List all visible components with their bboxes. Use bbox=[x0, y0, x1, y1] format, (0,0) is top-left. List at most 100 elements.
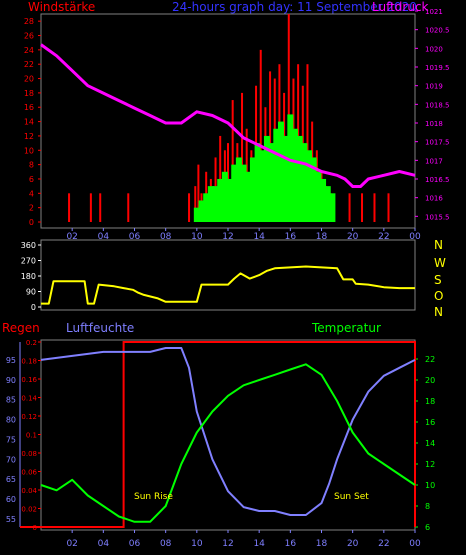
wind-avg-bar bbox=[277, 121, 284, 222]
pressure-y-tick-label: 1020.5 bbox=[425, 27, 450, 35]
wind-x-tick-label: 22 bbox=[378, 232, 389, 242]
wind-avg-bar bbox=[306, 150, 313, 222]
wind-panel: 02468101214161820222426281015.510161016.… bbox=[24, 8, 450, 242]
humidity-line bbox=[40, 347, 416, 516]
wind-max-bar bbox=[99, 193, 102, 222]
climate-x-tick-label: 12 bbox=[222, 539, 233, 549]
climate-x-tick-label: 18 bbox=[316, 539, 328, 549]
wind-y-tick-label: 28 bbox=[24, 17, 34, 26]
wind-max-bar bbox=[306, 64, 309, 222]
compass-o: O bbox=[434, 289, 444, 303]
wind-avg-bar bbox=[292, 128, 299, 222]
wind-avg-bar bbox=[324, 186, 331, 222]
climate-x-tick-label: 10 bbox=[191, 539, 203, 549]
wind-y-tick-label: 6 bbox=[29, 175, 34, 184]
humidity-y-tick-label: 60 bbox=[6, 495, 16, 504]
wind-max-bar bbox=[361, 193, 364, 222]
wind-y-tick-label: 22 bbox=[24, 60, 34, 69]
wind-y-tick-label: 24 bbox=[24, 46, 34, 55]
wind-avg-bar bbox=[231, 164, 238, 222]
direction-line bbox=[41, 265, 415, 305]
humidity-y-tick-label: 90 bbox=[6, 376, 16, 385]
pressure-y-tick-label: 1018.5 bbox=[425, 101, 450, 109]
wind-avg-bar bbox=[268, 143, 275, 222]
wind-y-tick-label: 12 bbox=[24, 132, 34, 141]
compass-w: W bbox=[434, 256, 446, 270]
wind-avg-bar bbox=[193, 207, 200, 222]
wind-max-bar bbox=[89, 193, 92, 222]
wind-avg-bar bbox=[212, 186, 219, 222]
wind-avg-bar bbox=[203, 193, 210, 222]
direction-y-tick-label: 360 bbox=[21, 241, 36, 250]
rain-y-tick-label: 0.04 bbox=[21, 487, 37, 495]
wind-max-bar bbox=[127, 193, 130, 222]
direction-panel: 0 90 180 270 360 bbox=[21, 241, 415, 312]
pressure-line bbox=[40, 43, 416, 188]
direction-y-tick-label: 90 bbox=[26, 288, 36, 297]
sunrise-label: Sun Rise bbox=[134, 492, 173, 502]
wind-x-tick-label: 14 bbox=[253, 232, 265, 242]
climate-panel: 55606570758085909500.020.040.060.080.10.… bbox=[6, 339, 435, 549]
wind-avg-bar bbox=[259, 150, 266, 222]
temperature-y-tick-label: 20 bbox=[425, 376, 435, 385]
rain-line bbox=[20, 341, 416, 528]
wind-x-tick-label: 08 bbox=[160, 232, 172, 242]
direction-y-tick-label: 270 bbox=[21, 257, 36, 266]
wind-max-bar bbox=[259, 49, 262, 223]
rain-y-tick-label: 0.12 bbox=[21, 413, 37, 421]
wind-max-bar bbox=[387, 193, 390, 222]
temperature-y-tick-label: 10 bbox=[425, 481, 435, 490]
wind-max-bar bbox=[241, 92, 244, 223]
humidity-y-tick-label: 95 bbox=[6, 356, 16, 365]
wind-max-bar bbox=[188, 193, 191, 222]
rain-y-tick-label: 0.2 bbox=[26, 339, 37, 347]
wind-y-tick-label: 16 bbox=[24, 103, 34, 112]
climate-x-tick-label: 00 bbox=[409, 539, 421, 549]
pressure-y-tick-label: 1019 bbox=[425, 83, 443, 91]
wind-avg-bar bbox=[296, 135, 303, 222]
wind-avg-bar bbox=[221, 171, 228, 222]
climate-x-tick-label: 08 bbox=[160, 539, 172, 549]
wind-y-tick-label: 2 bbox=[29, 204, 34, 213]
wind-x-tick-label: 00 bbox=[409, 232, 421, 242]
wind-y-tick-label: 10 bbox=[24, 146, 34, 155]
rain-y-tick-label: 0.06 bbox=[21, 469, 37, 477]
wind-x-tick-label: 04 bbox=[98, 232, 110, 242]
climate-x-tick-label: 04 bbox=[98, 539, 110, 549]
wind-x-tick-label: 20 bbox=[347, 232, 359, 242]
pressure-y-tick-label: 1021 bbox=[425, 8, 443, 16]
wind-x-tick-label: 16 bbox=[285, 232, 297, 242]
direction-y-tick-label: 180 bbox=[21, 272, 36, 281]
wind-x-tick-label: 02 bbox=[66, 232, 77, 242]
pressure-y-tick-label: 1015.5 bbox=[425, 213, 450, 221]
wind-y-tick-label: 20 bbox=[24, 75, 34, 84]
wind-avg-bar bbox=[301, 143, 308, 222]
wind-avg-bar bbox=[207, 186, 214, 222]
temperature-y-tick-label: 16 bbox=[425, 418, 435, 427]
header-center-title: 24-hours graph day: 11 September 2020 bbox=[172, 0, 417, 14]
wind-max-bar bbox=[373, 193, 376, 222]
pressure-y-tick-label: 1017 bbox=[425, 157, 443, 165]
compass-n-top: N bbox=[434, 238, 443, 252]
direction-panel-frame bbox=[40, 239, 416, 311]
humidity-y-tick-label: 55 bbox=[6, 515, 16, 524]
wind-avg-bar bbox=[240, 164, 247, 222]
temperature-y-tick-label: 18 bbox=[425, 397, 435, 406]
humidity-y-tick-label: 70 bbox=[6, 455, 16, 464]
temperature-y-tick-label: 12 bbox=[425, 460, 435, 469]
wind-max-bar bbox=[348, 193, 351, 222]
rain-y-tick-label: 0.14 bbox=[21, 395, 37, 403]
climate-x-tick-label: 22 bbox=[378, 539, 389, 549]
sunset-label: Sun Set bbox=[334, 492, 369, 502]
humidity-y-tick-label: 65 bbox=[6, 475, 16, 484]
wind-avg-bar bbox=[329, 193, 336, 222]
climate-x-tick-label: 02 bbox=[66, 539, 77, 549]
wind-avg-bar bbox=[217, 178, 224, 222]
wind-x-tick-label: 10 bbox=[191, 232, 203, 242]
temperature-label: Temperatur bbox=[312, 321, 381, 335]
rain-y-tick-label: 0.1 bbox=[26, 432, 37, 440]
pressure-y-tick-label: 1016.5 bbox=[425, 176, 450, 184]
wind-avg-bar bbox=[282, 135, 289, 222]
wind-x-tick-label: 06 bbox=[129, 232, 141, 242]
